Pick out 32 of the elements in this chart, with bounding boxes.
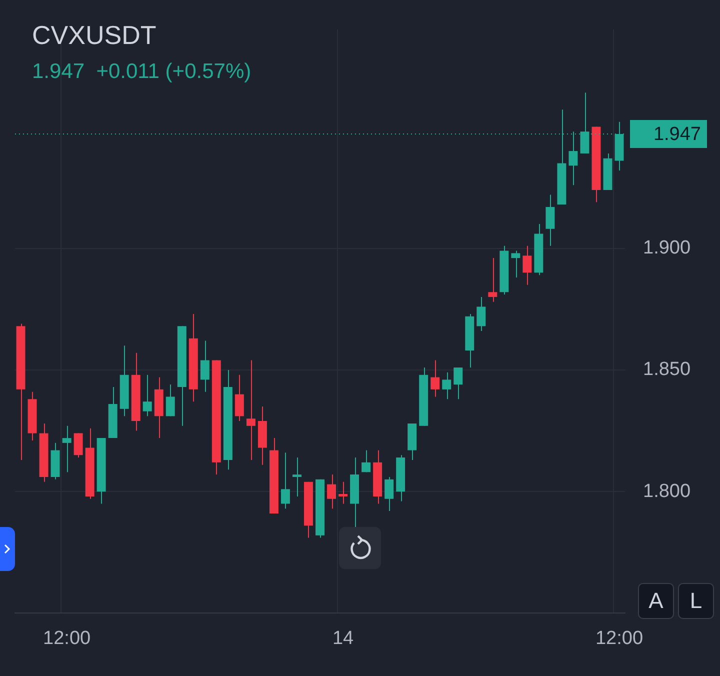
candlestick <box>430 360 440 398</box>
candlestick <box>166 384 175 417</box>
candlestick <box>362 450 371 473</box>
candlestick <box>142 374 152 417</box>
chart-title: CVXUSDT <box>32 20 156 51</box>
y-tick-label: 1.800 <box>643 480 691 502</box>
candlestick <box>246 360 256 460</box>
candlestick <box>338 481 348 504</box>
candlestick <box>200 340 210 392</box>
candlestick <box>442 372 452 400</box>
candlestick <box>488 258 498 302</box>
candlestick <box>292 457 302 497</box>
x-tick-label: 12:00 <box>43 628 91 649</box>
x-tick-label: 14 <box>332 628 354 649</box>
candlestick <box>476 296 486 332</box>
candlestick <box>280 452 290 510</box>
candlestick <box>327 474 336 510</box>
x-tick-label: 12:00 <box>595 628 644 649</box>
text: 1.947 +0.011 (+0.57%) <box>32 60 252 84</box>
text: L <box>678 583 714 619</box>
candlestick <box>454 367 463 400</box>
candlestick <box>546 194 555 246</box>
y-tick-label: 1.900 <box>643 238 691 259</box>
candlestick <box>522 245 532 286</box>
candlestick <box>234 374 244 422</box>
candlestick <box>62 425 72 473</box>
candlestick <box>74 432 83 458</box>
y-tick-label: 1.850 <box>643 359 691 380</box>
ref-line-label: 1.947 <box>653 124 701 146</box>
candlestick <box>384 476 394 512</box>
candlestick <box>511 250 520 278</box>
text: A <box>638 583 674 619</box>
